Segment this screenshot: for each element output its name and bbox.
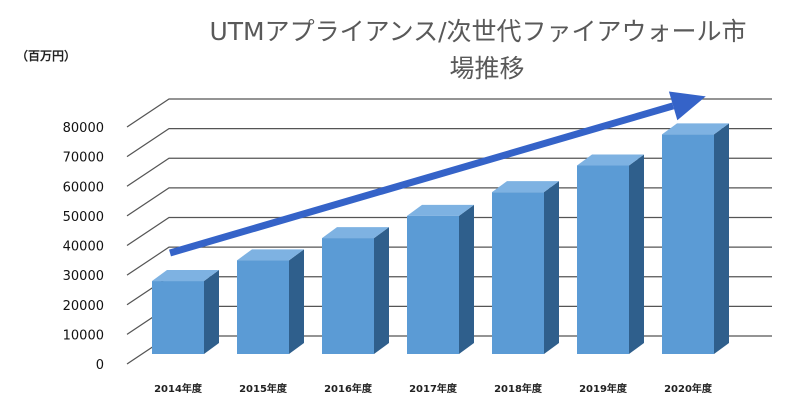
chart-title-line2: 場推移 (449, 54, 524, 83)
bar (237, 260, 289, 354)
gridlines (126, 98, 772, 365)
y-tick-label: 0 (96, 358, 104, 373)
gridline (126, 157, 772, 187)
bar (577, 165, 629, 354)
y-axis-ticks: 0 10000 20000 30000 40000 50000 60000 70000 8000… (63, 121, 104, 373)
gridline (126, 187, 772, 217)
y-tick-label: 10000 (63, 328, 104, 343)
bar-side (374, 227, 389, 354)
y-tick-label: 60000 (63, 180, 104, 195)
gridline (126, 98, 772, 128)
y-tick-label: 70000 (63, 151, 104, 166)
gridline (126, 246, 772, 276)
x-tick-label: 2019年度 (579, 382, 628, 395)
y-tick-label: 40000 (63, 240, 104, 255)
bar-top (492, 181, 559, 193)
bar (152, 281, 204, 354)
y-tick-label: 50000 (63, 210, 104, 225)
x-tick-label: 2016年度 (324, 382, 373, 395)
y-tick-label: 80000 (63, 121, 104, 136)
x-tick-label: 2018年度 (494, 382, 543, 395)
trend-arrow-shaft (169, 102, 675, 257)
bar (662, 134, 714, 354)
y-tick-label: 20000 (63, 299, 104, 314)
bar-top (577, 154, 644, 166)
bar-side (544, 181, 559, 354)
bars (152, 123, 729, 354)
bar-side (459, 204, 474, 354)
y-axis-unit-label: （百万円） (16, 48, 76, 63)
bar-side (629, 154, 644, 354)
bar-top (152, 270, 219, 282)
bar-top (322, 227, 389, 239)
bar-side (289, 249, 304, 354)
x-tick-label: 2017年度 (409, 382, 458, 395)
x-axis-ticks: 2014年度 2015年度 2016年度 2017年度 2018年度 2019年度 2020… (154, 382, 713, 395)
bar (322, 238, 374, 354)
trend-arrow (169, 91, 706, 257)
gridline (126, 128, 772, 158)
bar (492, 192, 544, 354)
x-tick-label: 2014年度 (154, 382, 203, 395)
bar-top (407, 204, 474, 216)
chart-title-line1: UTMアプライアンス/次世代ファイアウォール市 (209, 17, 746, 46)
y-tick-label: 30000 (63, 269, 104, 284)
bar (407, 215, 459, 354)
bar-side (204, 270, 219, 354)
x-tick-label: 2015年度 (239, 382, 288, 395)
bar-top (237, 249, 304, 261)
gridline (126, 216, 772, 246)
x-tick-label: 2020年度 (664, 382, 713, 395)
bar-top (662, 123, 729, 135)
trend-arrow-head (668, 91, 706, 121)
bar-side (714, 123, 729, 354)
